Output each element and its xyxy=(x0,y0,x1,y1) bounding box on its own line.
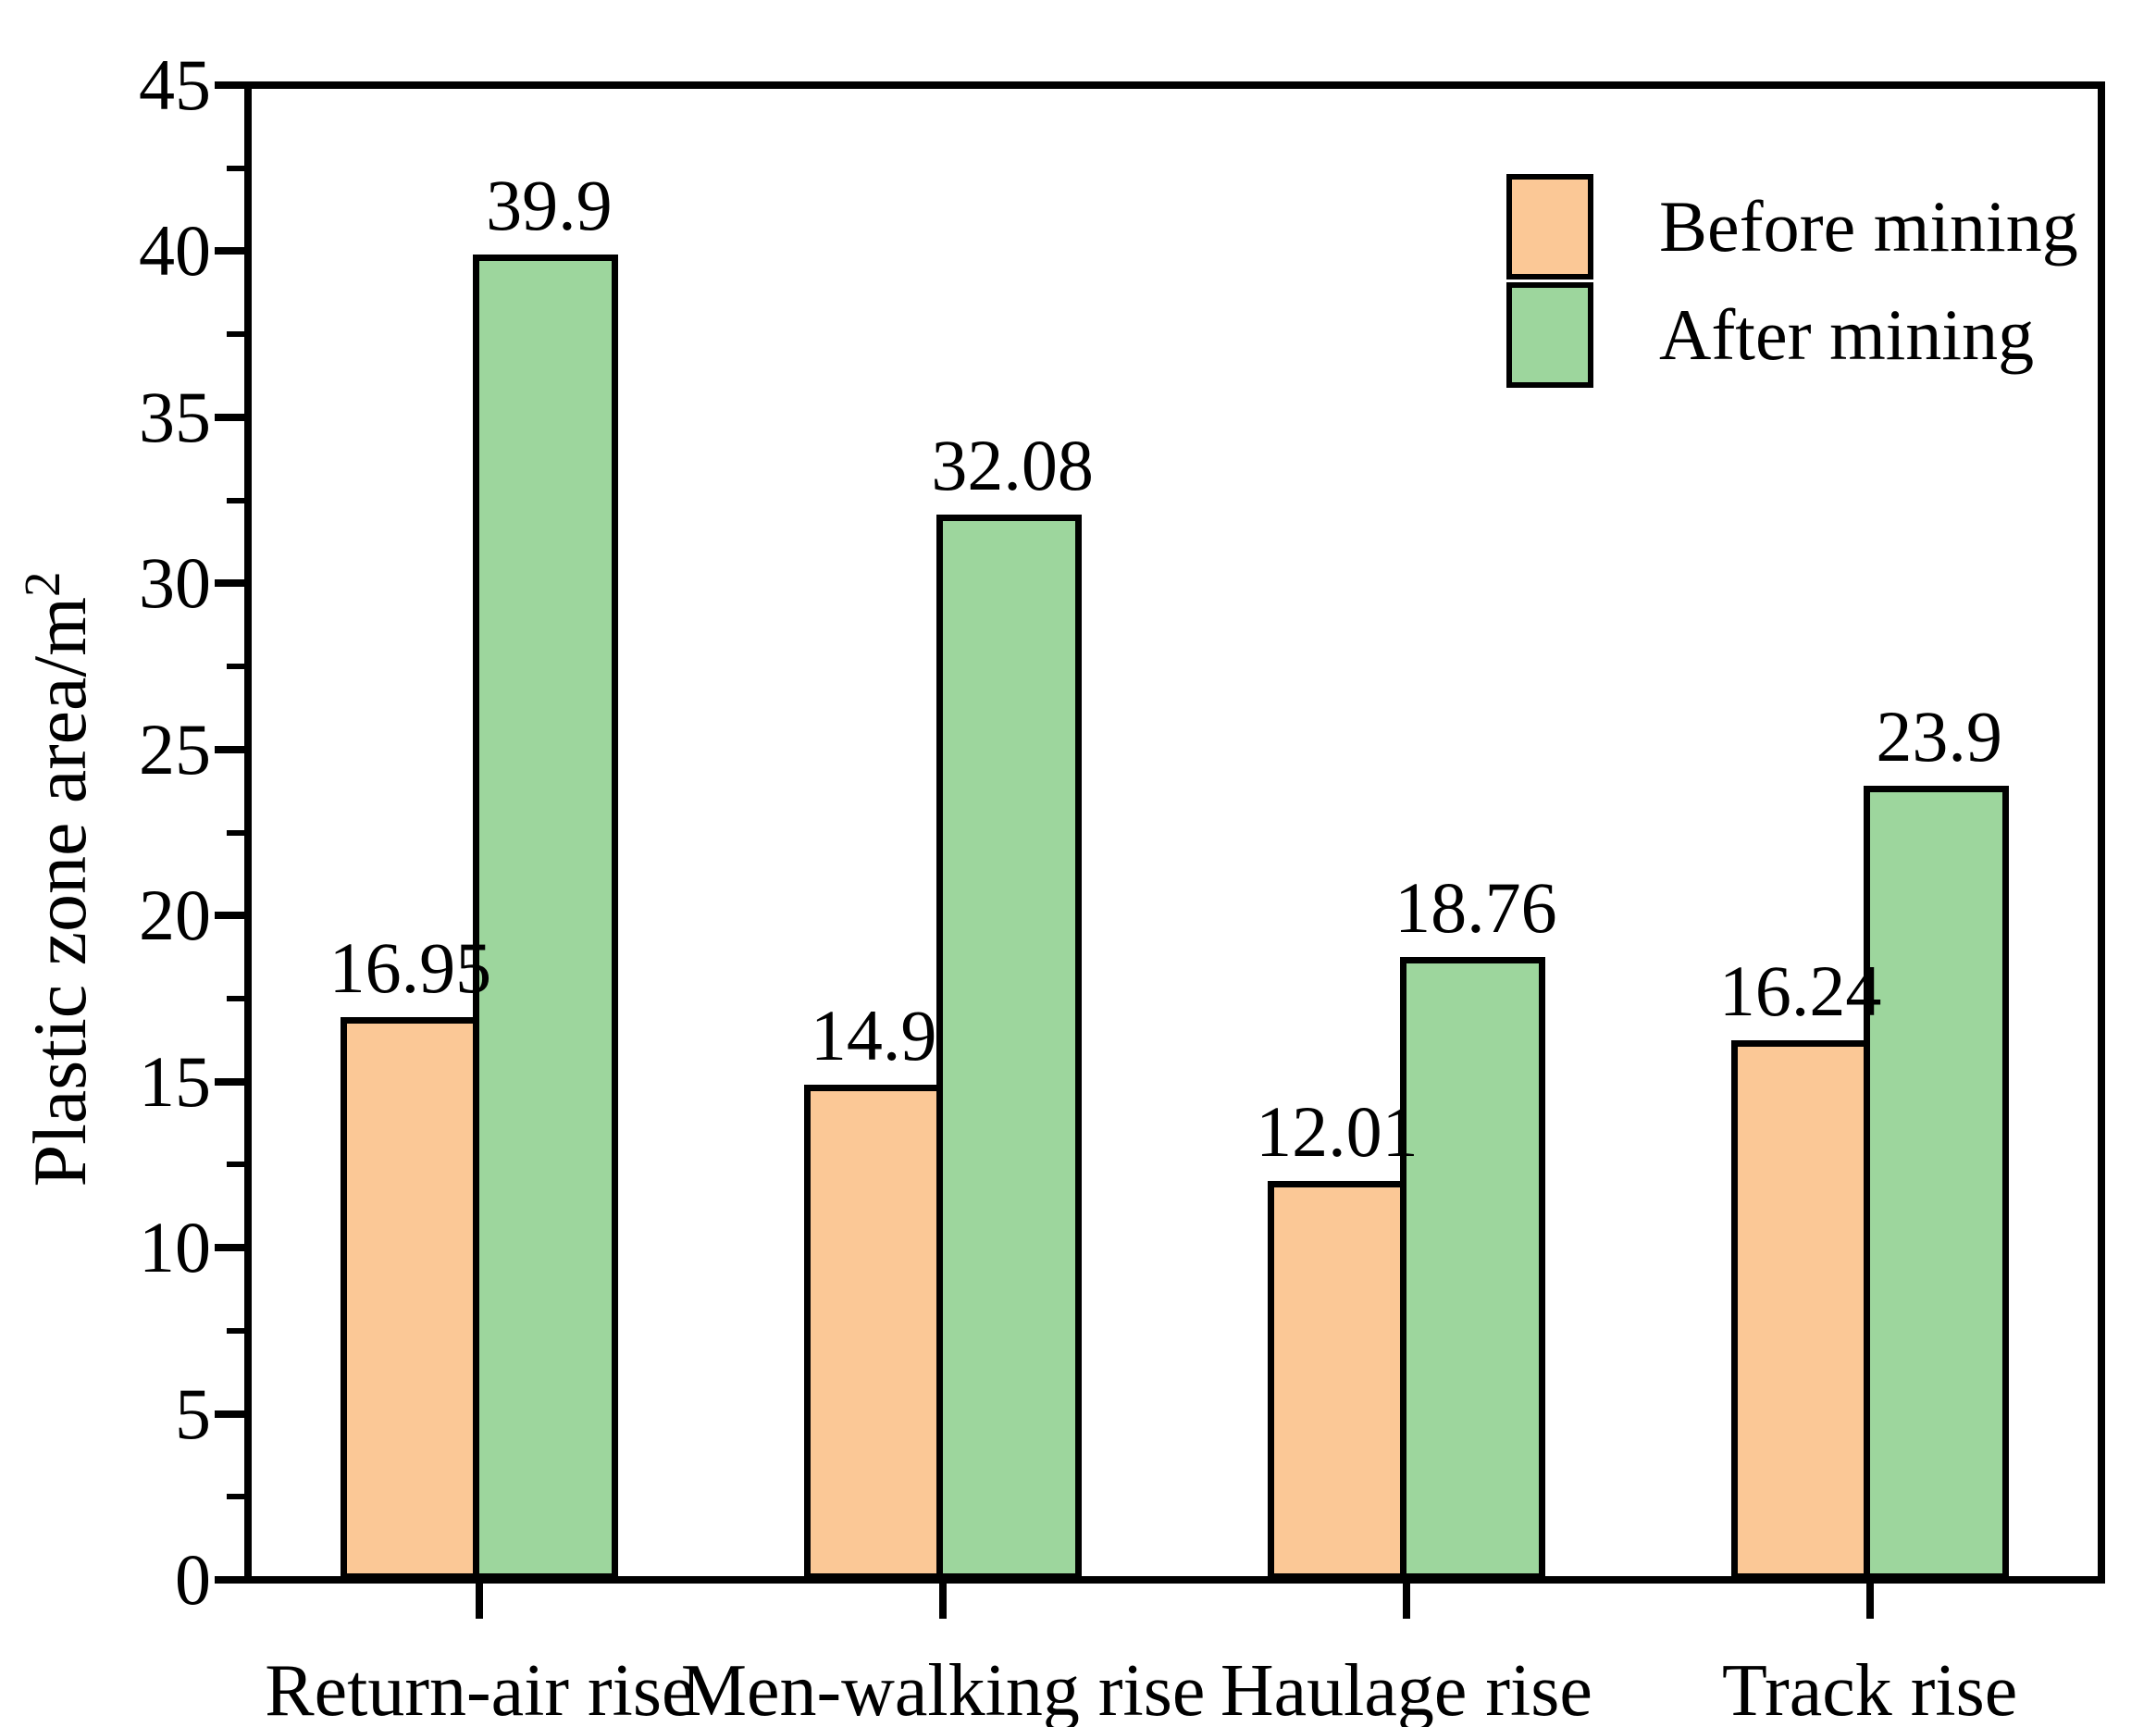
y-axis-minor-tick xyxy=(227,165,244,171)
legend-label: After mining xyxy=(1659,294,2035,375)
y-axis-minor-tick xyxy=(227,1494,244,1500)
y-axis-tick-label: 10 xyxy=(139,1207,211,1288)
y-axis-title-superscript: 2 xyxy=(13,571,70,597)
y-axis-title: Plastic zone area/m2 xyxy=(13,571,102,1187)
bar-value-label: 39.9 xyxy=(486,165,613,246)
y-axis-minor-tick xyxy=(227,995,244,1001)
y-axis-major-tick xyxy=(215,1576,244,1584)
y-axis-tick-label: 0 xyxy=(175,1539,211,1620)
bar-after-mining-0 xyxy=(473,255,619,1580)
y-axis-major-tick xyxy=(215,1410,244,1418)
x-axis-tick xyxy=(476,1584,484,1619)
y-axis-minor-tick xyxy=(227,1327,244,1334)
y-axis-title-text: Plastic zone area/m xyxy=(18,596,103,1187)
y-axis-tick-label: 35 xyxy=(139,376,211,457)
y-axis-major-tick xyxy=(215,1077,244,1086)
legend-label: Before mining xyxy=(1659,186,2078,267)
y-axis-major-tick xyxy=(215,81,244,89)
bar-before-mining-0 xyxy=(341,1016,480,1580)
legend-swatch-after-mining xyxy=(1506,282,1593,388)
bar-value-label: 12.01 xyxy=(1256,1090,1419,1172)
bar-value-label: 32.08 xyxy=(931,424,1094,505)
y-axis-major-tick xyxy=(215,247,244,255)
y-axis-tick-label: 45 xyxy=(139,44,211,125)
y-axis-major-tick xyxy=(215,1244,244,1252)
x-axis-tick xyxy=(1865,1584,1874,1619)
y-axis-minor-tick xyxy=(227,664,244,670)
y-axis-major-tick xyxy=(215,912,244,920)
bar-after-mining-3 xyxy=(1863,786,2009,1580)
x-category-label: Men-walking rise xyxy=(680,1650,1206,1727)
bar-after-mining-1 xyxy=(936,514,1083,1580)
y-axis-tick-label: 30 xyxy=(139,542,211,624)
bar-value-label: 16.95 xyxy=(328,926,492,1008)
y-axis-tick-label: 25 xyxy=(139,708,211,789)
x-category-label: Return-air rise xyxy=(265,1650,695,1727)
y-axis-minor-tick xyxy=(227,331,244,338)
x-category-label: Haulage rise xyxy=(1220,1650,1592,1727)
bar-value-label: 14.9 xyxy=(810,995,937,1076)
plot-area xyxy=(244,81,2105,1584)
bar-value-label: 18.76 xyxy=(1394,866,1557,948)
bar-before-mining-3 xyxy=(1730,1040,1870,1580)
x-axis-tick xyxy=(939,1584,948,1619)
y-axis-tick-label: 40 xyxy=(139,210,211,292)
y-axis-minor-tick xyxy=(227,829,244,836)
bar-value-label: 23.9 xyxy=(1876,696,2002,777)
x-axis-tick xyxy=(1402,1584,1410,1619)
y-axis-major-tick xyxy=(215,745,244,753)
y-axis-tick-label: 5 xyxy=(175,1373,211,1454)
legend-swatch-before-mining xyxy=(1506,174,1593,280)
y-axis-tick-label: 20 xyxy=(139,875,211,956)
bar-value-label: 16.24 xyxy=(1718,950,1882,1032)
y-axis-minor-tick xyxy=(227,1162,244,1168)
y-axis-minor-tick xyxy=(227,497,244,503)
x-category-label: Track rise xyxy=(1722,1650,2018,1727)
bar-after-mining-2 xyxy=(1399,956,1545,1580)
y-axis-major-tick xyxy=(215,579,244,588)
bar-before-mining-1 xyxy=(804,1085,944,1580)
y-axis-tick-label: 15 xyxy=(139,1040,211,1122)
bar-before-mining-2 xyxy=(1267,1180,1406,1580)
y-axis-major-tick xyxy=(215,413,244,421)
